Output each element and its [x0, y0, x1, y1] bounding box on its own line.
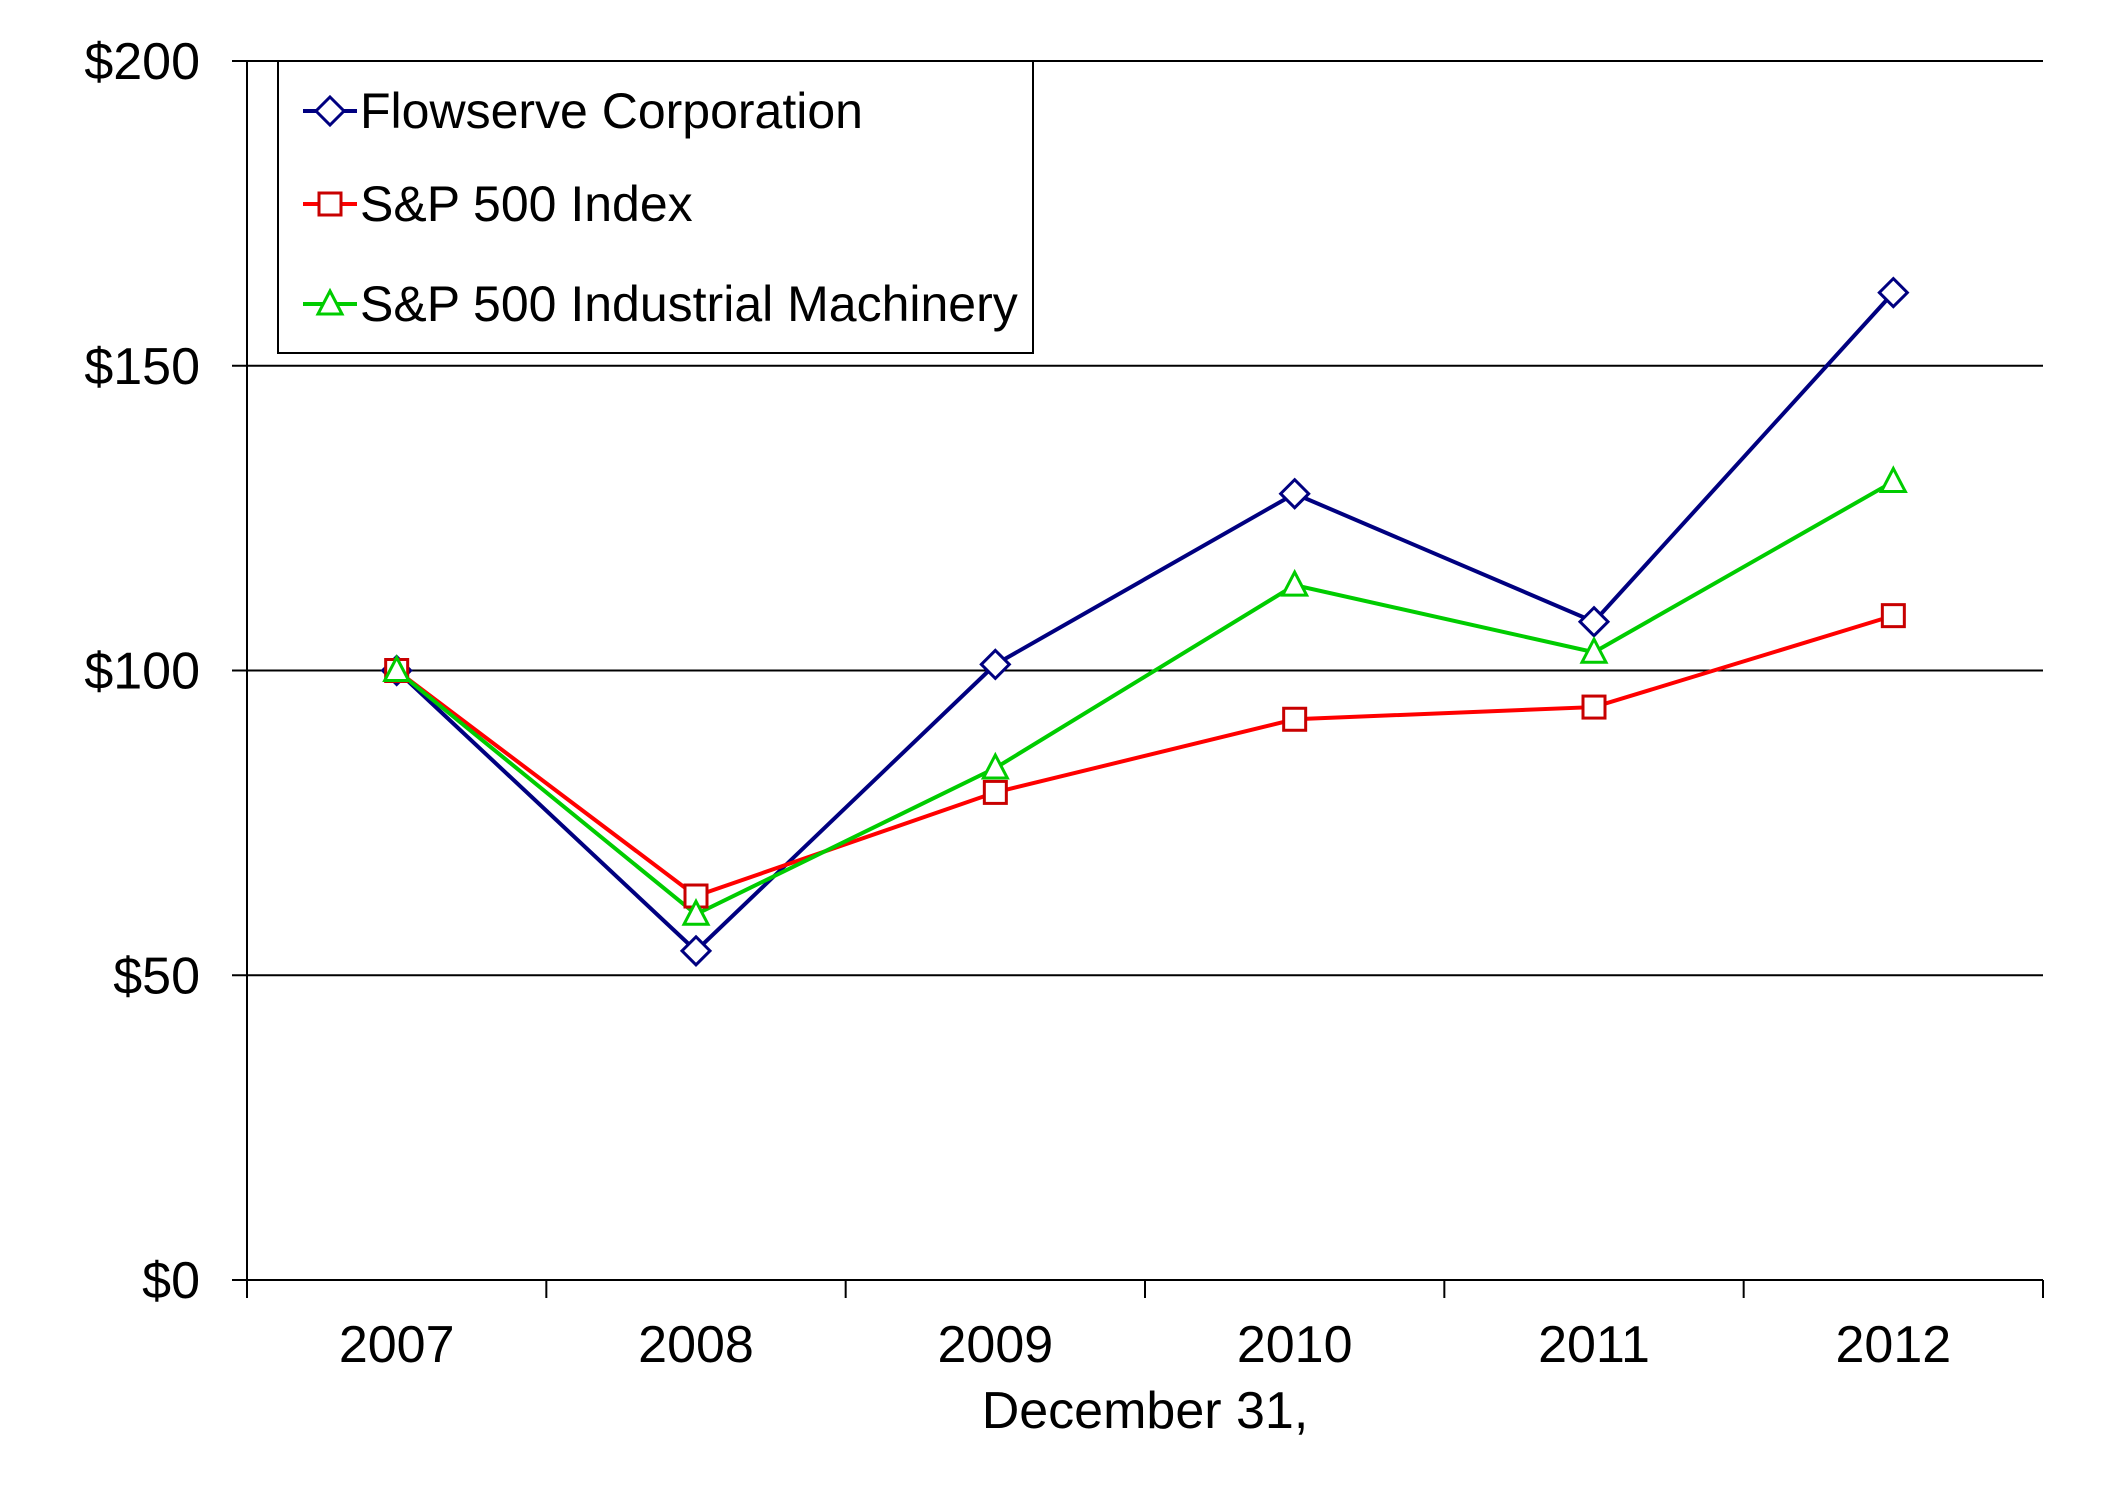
legend-marker-2 — [315, 287, 345, 316]
series-0-marker-2009 — [979, 648, 1012, 681]
series-0-marker-2010 — [1278, 477, 1311, 510]
y-tick-label: $150 — [84, 338, 200, 396]
x-tick-label-2012: 2012 — [1835, 1316, 1951, 1374]
legend-label-0: Flowserve Corporation — [360, 83, 863, 139]
series-2-marker-2011 — [1579, 635, 1609, 664]
legend-marker-0 — [313, 94, 347, 128]
series-0-marker-2012 — [1877, 276, 1910, 309]
legend-label-2: S&P 500 Industrial Machinery — [360, 276, 1018, 332]
series-2-marker-2009 — [980, 751, 1010, 780]
series-0-marker-2011 — [1577, 605, 1611, 638]
x-tick-label-2009: 2009 — [937, 1316, 1053, 1374]
y-tick-label: $200 — [84, 33, 200, 91]
x-tick-label-2008: 2008 — [638, 1316, 754, 1374]
series-2-marker-2012 — [1878, 465, 1908, 494]
series-2-marker-2007 — [382, 654, 412, 682]
series-1-marker-2009 — [982, 779, 1008, 805]
series-2-marker-2008 — [681, 898, 711, 926]
series-1-marker-2012 — [1880, 603, 1906, 629]
legend-box — [277, 60, 1034, 354]
series-1-marker-2011 — [1581, 694, 1607, 720]
y-tick-label: $0 — [142, 1252, 200, 1310]
series-line-1 — [395, 613, 1894, 899]
legend-label-1: S&P 500 Index — [360, 176, 693, 232]
y-tick-label: $100 — [84, 643, 200, 701]
series-2-marker-2010 — [1280, 568, 1310, 597]
x-tick-label-2010: 2010 — [1237, 1316, 1353, 1374]
x-tick-label-2011: 2011 — [1538, 1316, 1650, 1374]
x-tick-label-2007: 2007 — [339, 1316, 455, 1374]
legend-marker-1 — [317, 191, 343, 217]
y-tick-label: $50 — [113, 947, 200, 1005]
series-line-0 — [395, 291, 1895, 954]
series-line-2 — [395, 479, 1895, 917]
series-0-marker-2008 — [679, 934, 713, 967]
x-axis-title: December 31, — [982, 1382, 1309, 1440]
series-1-marker-2010 — [1282, 706, 1308, 732]
